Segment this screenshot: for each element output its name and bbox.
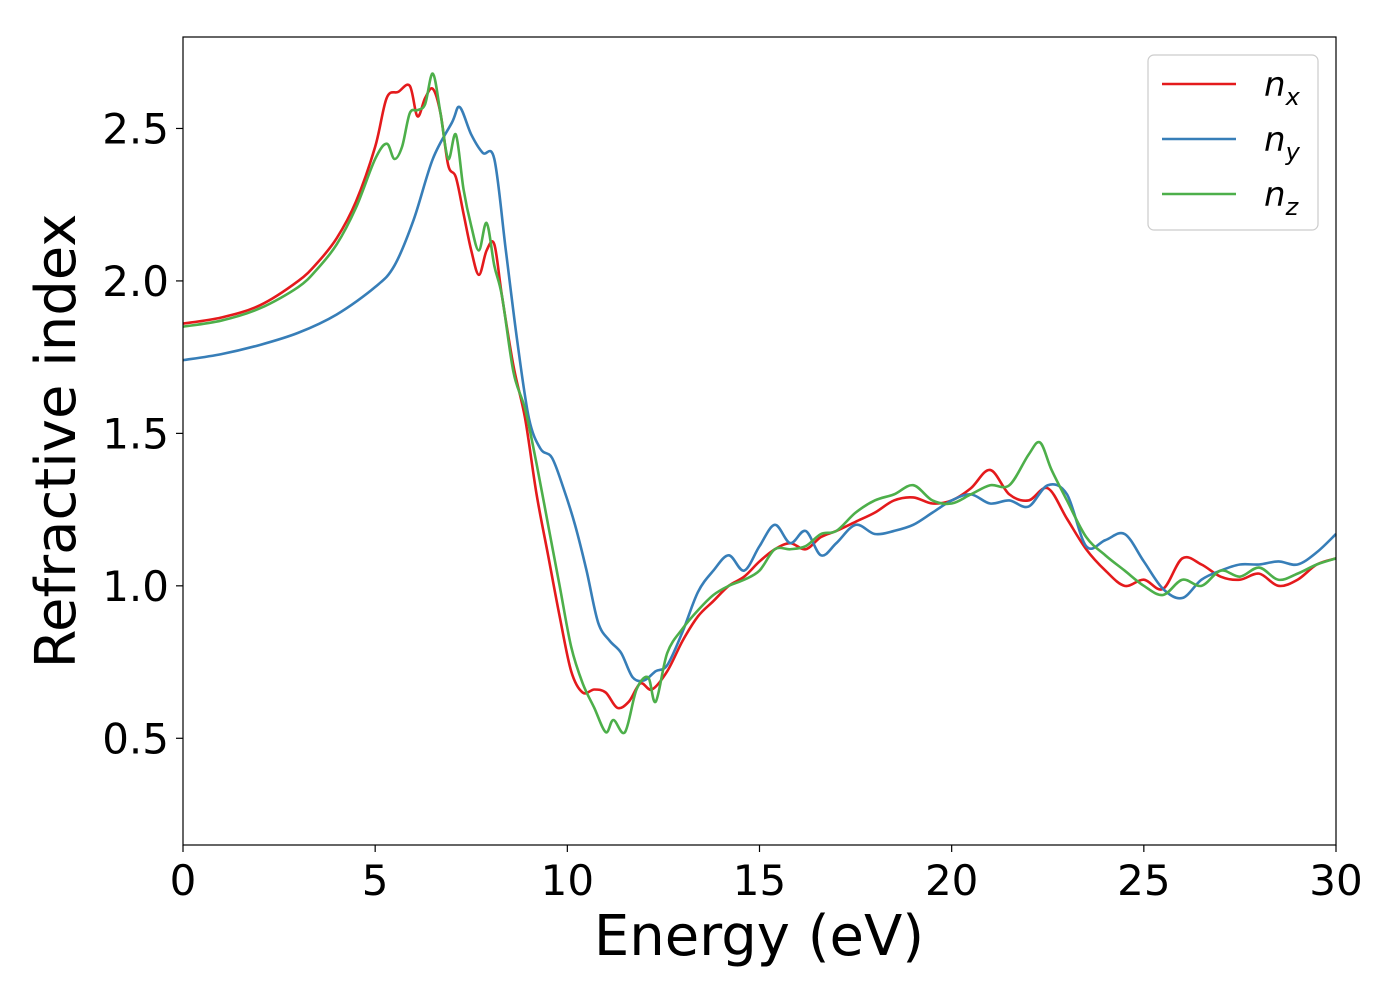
series-line-ny	[182, 105, 1337, 683]
legend-label-nx: nx	[1264, 65, 1301, 111]
x-tick-label: 0	[170, 856, 197, 905]
series-line-nz	[182, 72, 1337, 735]
x-tick-label: 10	[541, 856, 594, 905]
x-tick-label: 5	[362, 856, 389, 905]
x-axis-title: Energy (eV)	[594, 904, 924, 969]
legend-label-ny: ny	[1264, 120, 1301, 166]
x-tick-label: 15	[733, 856, 786, 905]
y-axis: 0.5 1.0 1.5 2.0 2.5	[102, 104, 183, 763]
y-tick-label: 2.0	[102, 257, 169, 306]
y-tick-label: 2.5	[102, 104, 169, 153]
y-axis-title: Refractive index	[24, 214, 89, 669]
x-tick-label: 20	[925, 856, 978, 905]
x-tick-label: 25	[1117, 856, 1170, 905]
series-layer	[182, 72, 1337, 735]
x-axis: 0 5 10 15 20 25 30	[170, 845, 1363, 905]
y-tick-label: 0.5	[102, 714, 169, 763]
x-tick-label: 30	[1309, 856, 1362, 905]
y-tick-label: 1.5	[102, 409, 169, 458]
legend-box	[1147, 54, 1319, 231]
y-tick-label: 1.0	[102, 562, 169, 611]
